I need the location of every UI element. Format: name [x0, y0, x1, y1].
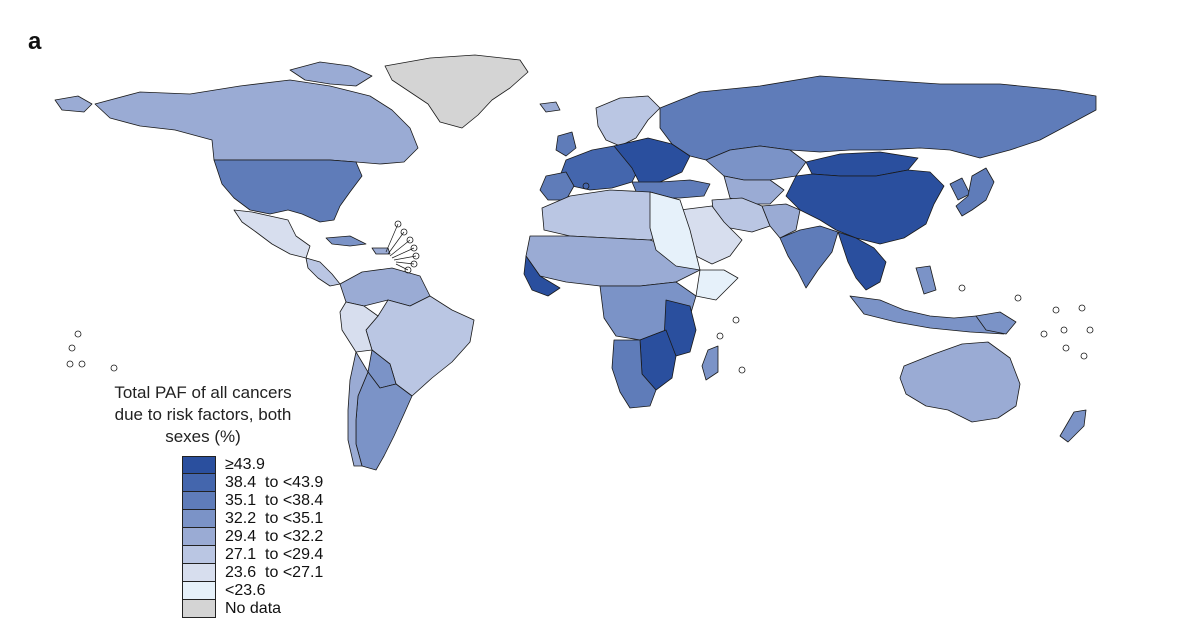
- region-canada: [94, 79, 419, 165]
- panel-label: a: [28, 28, 42, 55]
- small-island-marker: [1060, 326, 1068, 334]
- legend-swatch: [182, 564, 216, 582]
- legend-item: 32.2 to <35.1: [182, 510, 323, 528]
- legend-item: 27.1 to <29.4: [182, 546, 323, 564]
- small-island-marker: [1080, 352, 1088, 360]
- region-arctic-islands: [289, 61, 373, 87]
- small-island-marker: [410, 244, 418, 252]
- small-island-marker: [582, 182, 590, 190]
- small-island-marker: [66, 360, 74, 368]
- region-philippines: [915, 265, 937, 295]
- region-afghanistan-pakistan: [761, 203, 801, 239]
- legend-swatch: [182, 546, 216, 564]
- region-eastern-europe: [613, 137, 691, 185]
- small-island-marker: [738, 366, 746, 374]
- small-island-marker: [732, 316, 740, 324]
- small-island-marker: [404, 266, 412, 274]
- region-madagascar: [701, 345, 719, 381]
- small-island-marker: [1078, 304, 1086, 312]
- legend-item: 23.6 to <27.1: [182, 564, 323, 582]
- small-island-marker: [1014, 294, 1022, 302]
- legend-title-line: Total PAF of all cancers: [114, 383, 292, 402]
- small-island-marker: [78, 360, 86, 368]
- small-island-marker: [394, 220, 402, 228]
- region-usa: [213, 159, 363, 223]
- small-island-marker: [110, 364, 118, 372]
- legend-label: <23.6: [225, 582, 266, 599]
- region-west-africa: [523, 255, 561, 297]
- region-scandinavia: [595, 95, 661, 147]
- small-island-marker: [1052, 306, 1060, 314]
- region-southeast-asia: [837, 231, 887, 291]
- region-colombia-venezuela: [339, 267, 431, 307]
- legend-label: 27.1 to <29.4: [225, 546, 324, 563]
- small-island-marker: [412, 252, 420, 260]
- legend-swatch: [182, 582, 216, 600]
- region-russia: [659, 75, 1097, 161]
- legend-label: No data: [225, 600, 282, 617]
- legend-swatch: [182, 492, 216, 510]
- region-caribbean: [325, 235, 367, 247]
- legend-label: 32.2 to <35.1: [225, 510, 324, 527]
- region-greenland: [384, 54, 529, 129]
- legend-label: 38.4 to <43.9: [225, 474, 324, 491]
- region-new-zealand: [1059, 409, 1087, 443]
- legend-label: ≥43.9: [225, 456, 265, 473]
- legend-item: 29.4 to <32.2: [182, 528, 323, 546]
- small-island-marker: [400, 228, 408, 236]
- small-island-marker: [1086, 326, 1094, 334]
- region-uk: [555, 131, 577, 157]
- small-island-marker: [716, 332, 724, 340]
- callout-lines: [385, 223, 417, 271]
- small-island-marker: [1062, 344, 1070, 352]
- region-egypt-sudan: [649, 191, 701, 271]
- region-papua: [975, 311, 1017, 335]
- region-hispaniola: [371, 247, 391, 255]
- small-island-marker: [74, 330, 82, 338]
- legend-swatch: [182, 510, 216, 528]
- region-chile: [347, 351, 369, 467]
- legend-item: 38.4 to <43.9: [182, 474, 323, 492]
- legend-label: 29.4 to <32.2: [225, 528, 324, 545]
- legend-title: Total PAF of all cancers due to risk fac…: [80, 382, 326, 448]
- legend-label: 35.1 to <38.4: [225, 492, 324, 509]
- region-australia: [899, 341, 1021, 423]
- legend-label: 23.6 to <27.1: [225, 564, 324, 581]
- region-alaska-west: [54, 95, 93, 113]
- region-central-america: [305, 257, 341, 287]
- region-southern-africa-west: [611, 339, 657, 409]
- small-island-marker: [1040, 330, 1048, 338]
- region-china: [785, 169, 945, 245]
- region-japan: [955, 167, 995, 217]
- legend-item: <23.6: [182, 582, 323, 600]
- region-mexico: [233, 209, 311, 259]
- legend: ≥43.9 38.4 to <43.9 35.1 to <38.4 32.2 t…: [182, 456, 323, 618]
- region-horn-africa: [695, 269, 739, 301]
- legend-swatch: [182, 528, 216, 546]
- small-island-marker: [406, 236, 414, 244]
- region-iceland: [539, 101, 561, 113]
- legend-title-line: sexes (%): [165, 427, 241, 446]
- small-island-marker: [958, 284, 966, 292]
- small-island-marker: [68, 344, 76, 352]
- legend-title-line: due to risk factors, both: [114, 405, 292, 424]
- legend-swatch: [182, 456, 216, 474]
- legend-swatch: [182, 600, 216, 618]
- legend-item: ≥43.9: [182, 456, 323, 474]
- legend-item: 35.1 to <38.4: [182, 492, 323, 510]
- legend-swatch: [182, 474, 216, 492]
- region-india: [779, 225, 839, 289]
- legend-item: No data: [182, 600, 323, 618]
